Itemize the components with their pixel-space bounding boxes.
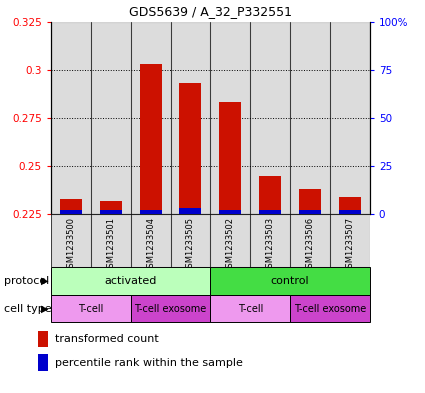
Bar xyxy=(100,201,122,214)
Bar xyxy=(37,354,48,371)
Text: GSM1233500: GSM1233500 xyxy=(66,217,75,273)
Text: GSM1233505: GSM1233505 xyxy=(186,217,195,273)
Bar xyxy=(170,214,210,267)
Bar xyxy=(131,295,210,322)
Bar xyxy=(91,22,131,214)
Text: activated: activated xyxy=(105,276,157,286)
Bar xyxy=(179,83,201,214)
Text: cell type: cell type xyxy=(4,303,52,314)
Bar xyxy=(290,295,370,322)
Bar xyxy=(51,214,91,267)
Bar xyxy=(210,267,370,295)
Text: GSM1233506: GSM1233506 xyxy=(306,217,314,273)
Bar xyxy=(179,208,201,214)
Bar xyxy=(210,295,290,322)
Text: T-cell: T-cell xyxy=(78,303,104,314)
Bar xyxy=(140,64,162,214)
Text: GSM1233503: GSM1233503 xyxy=(266,217,275,273)
Text: ▶: ▶ xyxy=(41,303,48,314)
Bar xyxy=(51,295,131,322)
Text: GSM1233502: GSM1233502 xyxy=(226,217,235,273)
Bar xyxy=(170,22,210,214)
Bar xyxy=(51,22,91,214)
Text: T-cell exosome: T-cell exosome xyxy=(294,303,366,314)
Text: GSM1233504: GSM1233504 xyxy=(146,217,155,273)
Text: control: control xyxy=(271,276,309,286)
Text: T-cell exosome: T-cell exosome xyxy=(134,303,207,314)
Bar xyxy=(60,210,82,214)
Bar xyxy=(219,210,241,214)
Bar xyxy=(339,197,361,214)
Bar xyxy=(259,176,281,214)
Bar xyxy=(339,210,361,214)
Bar xyxy=(210,22,250,214)
Bar xyxy=(37,331,48,347)
Text: protocol: protocol xyxy=(4,276,49,286)
Bar xyxy=(60,199,82,214)
Bar xyxy=(299,210,321,214)
Text: GSM1233501: GSM1233501 xyxy=(106,217,115,273)
Bar xyxy=(219,103,241,214)
Bar xyxy=(91,214,131,267)
Bar xyxy=(210,214,250,267)
Bar xyxy=(290,22,330,214)
Text: T-cell: T-cell xyxy=(238,303,263,314)
Bar xyxy=(250,22,290,214)
Text: transformed count: transformed count xyxy=(55,334,159,344)
Bar xyxy=(51,267,210,295)
Bar xyxy=(140,210,162,214)
Text: ▶: ▶ xyxy=(41,276,48,286)
Text: percentile rank within the sample: percentile rank within the sample xyxy=(55,358,243,368)
Title: GDS5639 / A_32_P332551: GDS5639 / A_32_P332551 xyxy=(129,5,292,18)
Bar xyxy=(330,22,370,214)
Bar xyxy=(250,214,290,267)
Bar xyxy=(330,214,370,267)
Bar xyxy=(299,189,321,214)
Bar xyxy=(131,22,170,214)
Bar xyxy=(259,210,281,214)
Bar xyxy=(290,214,330,267)
Bar xyxy=(131,214,170,267)
Bar xyxy=(100,210,122,214)
Text: GSM1233507: GSM1233507 xyxy=(346,217,354,273)
